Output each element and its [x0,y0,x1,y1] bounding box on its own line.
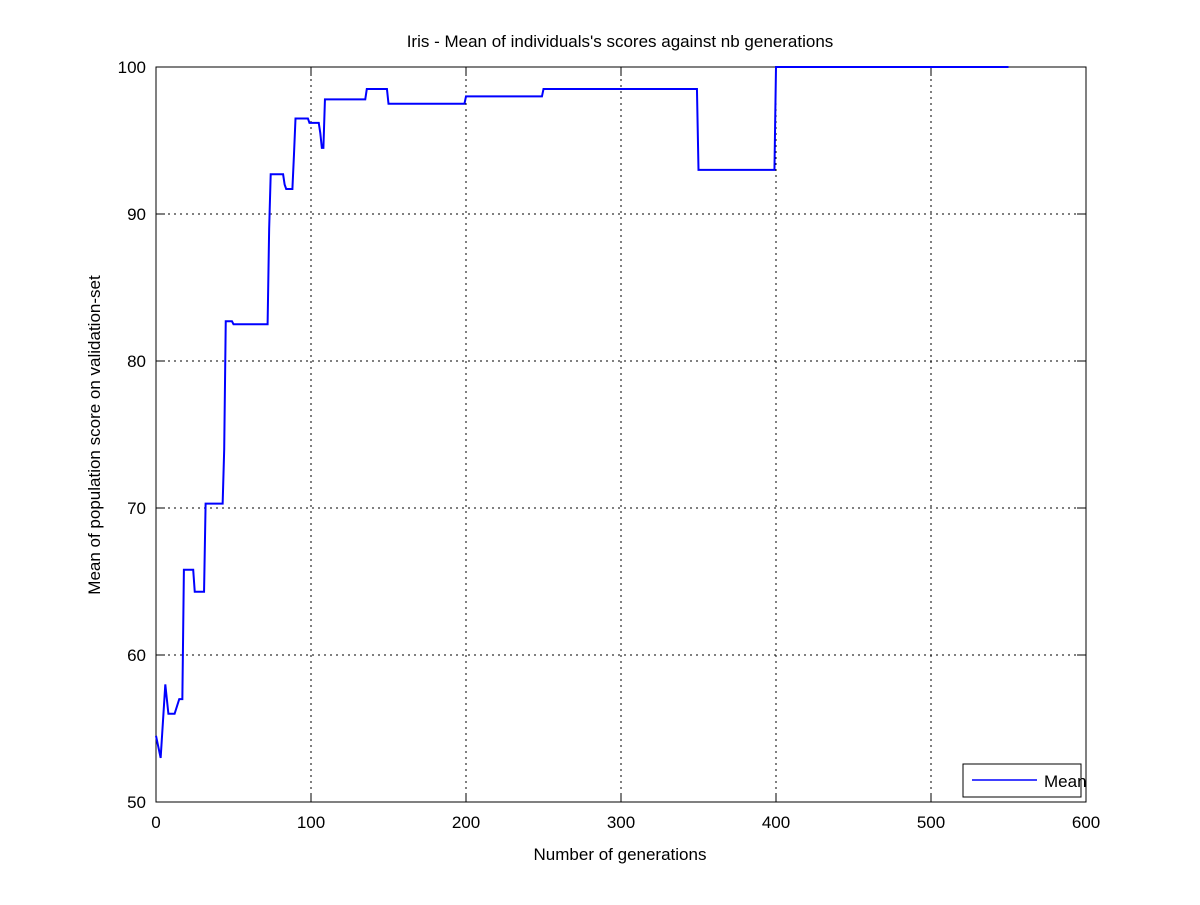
x-tick-label: 200 [452,813,480,832]
y-tick-label: 100 [118,58,146,77]
series-line-mean [155,66,1009,759]
chart-title: Iris - Mean of individuals's scores agai… [407,32,834,51]
y-tick-label: 70 [127,499,146,518]
grid [156,67,1086,802]
y-tick-label: 90 [127,205,146,224]
y-tick-label: 80 [127,352,146,371]
y-tick-label: 50 [127,793,146,812]
x-tick-label: 600 [1072,813,1100,832]
legend-label: Mean [1044,772,1087,791]
x-tick-label: 300 [607,813,635,832]
x-tick-label: 500 [917,813,945,832]
x-tick-label: 100 [297,813,325,832]
series-layer [155,66,1009,759]
legend: Mean [962,763,1087,798]
x-tick-label: 0 [151,813,160,832]
axis-ticks [155,66,1087,803]
y-tick-label: 60 [127,646,146,665]
x-axis-label: Number of generations [534,845,707,864]
tick-labels: 0 100 200 300 400 500 600 50 60 70 80 90 100 [118,58,1101,832]
x-tick-label: 400 [762,813,790,832]
y-axis-label: Mean of population score on validation-s… [85,275,104,595]
